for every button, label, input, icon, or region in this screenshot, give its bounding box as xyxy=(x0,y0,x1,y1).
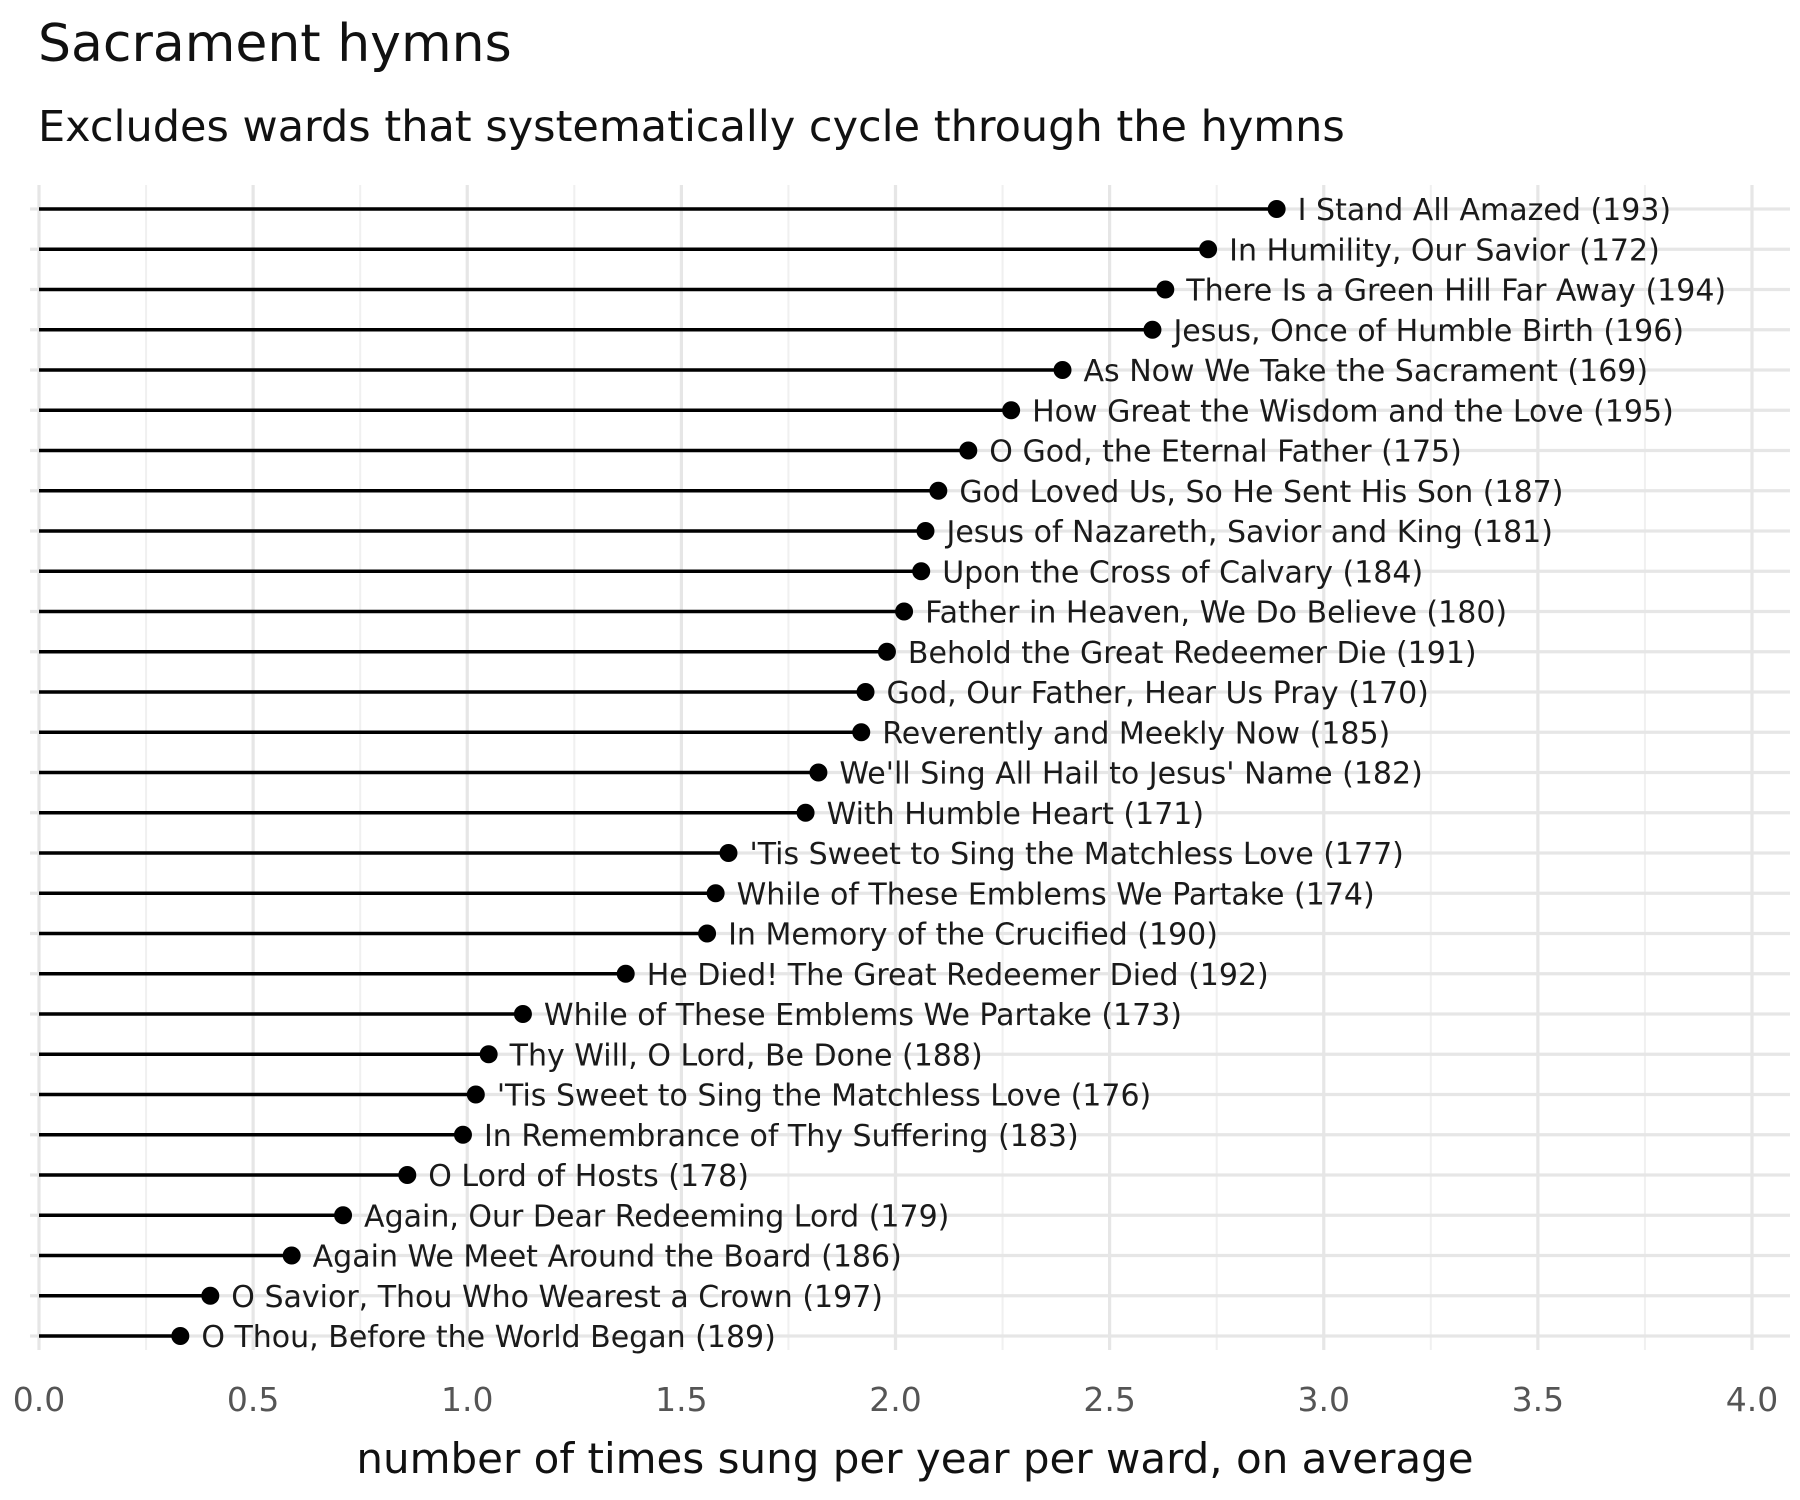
point-label: Again, Our Dear Redeeming Lord (179) xyxy=(364,1199,949,1234)
point-label: God, Our Father, Hear Us Pray (170) xyxy=(887,676,1429,711)
lollipop-point xyxy=(479,1045,498,1064)
lollipop-point xyxy=(1143,320,1162,339)
x-axis-ticks: 0.0 0.5 1.0 1.5 2.0 2.5 3.0 3.5 4.0 xyxy=(13,1380,1778,1419)
lollipop-point xyxy=(1156,280,1175,299)
point-labels: I Stand All Amazed (193) In Humility, Our… xyxy=(201,193,1726,1355)
points xyxy=(171,200,1286,1345)
x-tick-label: 2.5 xyxy=(1083,1380,1135,1419)
point-label: We'll Sing All Hail to Jesus' Name (182) xyxy=(839,757,1422,792)
point-label: As Now We Take the Sacrament (169) xyxy=(1084,354,1649,389)
lollipop-point xyxy=(796,803,815,822)
lollipop-point xyxy=(201,1286,220,1305)
point-label: While of These Emblems We Partake (174) xyxy=(737,877,1375,912)
x-tick-label: 2.0 xyxy=(869,1380,921,1419)
chart-subtitle: Excludes wards that systematically cycle… xyxy=(38,102,1345,152)
lollipop-point xyxy=(171,1327,190,1345)
lollipop-point xyxy=(398,1166,417,1184)
lollipop-point xyxy=(719,844,738,862)
point-label: Behold the Great Redeemer Die (191) xyxy=(908,636,1477,671)
point-label: How Great the Wisdom and the Love (195) xyxy=(1032,394,1674,429)
lollipop-point xyxy=(453,1125,472,1144)
point-label: In Memory of the Crucified (190) xyxy=(728,918,1218,953)
point-label: O God, the Eternal Father (175) xyxy=(989,435,1462,470)
lollipop-point xyxy=(1002,401,1021,420)
x-axis-label: number of times sung per year per ward, … xyxy=(356,1434,1473,1483)
point-label: Jesus of Nazareth, Savior and King (181) xyxy=(944,515,1553,550)
lollipop-point xyxy=(959,441,978,460)
x-tick-label: 4.0 xyxy=(1726,1380,1778,1419)
lollipop-point xyxy=(466,1085,485,1104)
lollipop-point xyxy=(334,1206,353,1225)
lollipop-point xyxy=(282,1246,301,1265)
x-tick-label: 3.5 xyxy=(1512,1380,1564,1419)
point-label: While of These Emblems We Partake (173) xyxy=(544,998,1182,1033)
point-label: O Lord of Hosts (178) xyxy=(428,1159,749,1194)
point-label: Thy Will, O Lord, Be Done (188) xyxy=(509,1038,983,1073)
point-label: There Is a Green Hill Far Away (194) xyxy=(1185,274,1726,309)
lollipop-point xyxy=(852,723,871,742)
point-label: 'Tis Sweet to Sing the Matchless Love (1… xyxy=(749,837,1403,872)
point-label: He Died! The Great Redeemer Died (192) xyxy=(647,958,1269,993)
point-label: 'Tis Sweet to Sing the Matchless Love (1… xyxy=(497,1079,1151,1114)
lollipop-point xyxy=(1199,240,1218,259)
lollipop-point xyxy=(616,964,635,983)
lollipop-point xyxy=(1267,200,1286,218)
point-label: Father in Heaven, We Do Believe (180) xyxy=(925,596,1507,631)
x-tick-label: 1.5 xyxy=(655,1380,707,1419)
stems xyxy=(39,207,1277,1338)
lollipop-point xyxy=(877,642,896,661)
point-label: Again We Meet Around the Board (186) xyxy=(313,1240,902,1275)
point-label: Upon the Cross of Calvary (184) xyxy=(942,555,1423,590)
point-label: God Loved Us, So He Sent His Son (187) xyxy=(959,475,1563,510)
point-label: In Humility, Our Savior (172) xyxy=(1229,233,1660,268)
point-label: With Humble Heart (171) xyxy=(827,797,1205,832)
x-tick-label: 0.0 xyxy=(13,1380,65,1419)
lollipop-point xyxy=(912,562,931,581)
point-label: I Stand All Amazed (193) xyxy=(1298,193,1671,228)
x-tick-label: 0.5 xyxy=(227,1380,279,1419)
lollipop-point xyxy=(916,522,935,540)
point-label: O Thou, Before the World Began (189) xyxy=(201,1320,776,1355)
point-label: Jesus, Once of Humble Birth (196) xyxy=(1171,314,1684,349)
lollipop-point xyxy=(698,924,717,943)
x-tick-label: 3.0 xyxy=(1298,1380,1350,1419)
lollipop-point xyxy=(895,602,914,621)
lollipop-point xyxy=(929,481,948,500)
point-label: O Savior, Thou Who Wearest a Crown (197) xyxy=(231,1280,883,1315)
lollipop-point xyxy=(706,884,725,903)
point-label: In Remembrance of Thy Suffering (183) xyxy=(484,1119,1079,1154)
lollipop-point xyxy=(513,1005,532,1023)
chart-title: Sacrament hymns xyxy=(38,14,512,74)
x-tick-label: 1.0 xyxy=(441,1380,493,1419)
lollipop-point xyxy=(809,763,828,782)
point-label: Reverently and Meekly Now (185) xyxy=(882,716,1390,751)
lollipop-point xyxy=(1053,361,1072,379)
lollipop-point xyxy=(856,683,875,701)
